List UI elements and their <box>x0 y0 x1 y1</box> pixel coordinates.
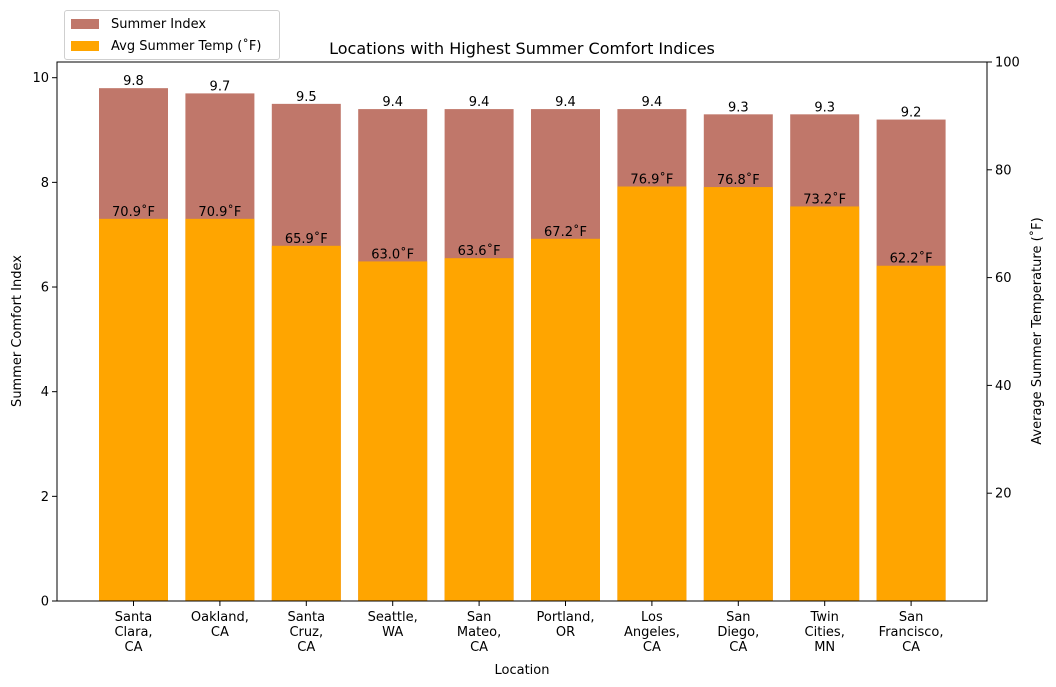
right-axis-ticks: 20 40 60 80 100 <box>987 56 1020 502</box>
x-axis-ticks: Santa Clara, CA Oakland, CA Santa Cruz, CA Seatt… <box>114 601 944 655</box>
data-label-avg-summer-temp-3: 63.0˚F <box>371 246 414 262</box>
data-label-avg-summer-temp-8: 73.2˚F <box>803 191 846 207</box>
x-tick-label-9: San Francisco, CA <box>879 610 944 655</box>
data-label-avg-summer-temp-5: 67.2˚F <box>544 224 587 240</box>
bar-avg-summer-temp-9 <box>876 265 946 601</box>
left-tick-label-0: 0 <box>41 595 49 610</box>
index-data-labels: 9.8 9.7 9.5 9.4 9.4 9.4 9.4 9.3 9.3 9.2 <box>123 74 921 120</box>
data-label-avg-summer-temp-6: 76.9˚F <box>630 172 673 188</box>
temperature-data-labels: 70.9˚F 70.9˚F 65.9˚F 63.0˚F 63.6˚F 67.2˚F 76.9… <box>112 172 933 267</box>
right-axis-label: Average Summer Temperature (˚F) <box>1029 217 1045 444</box>
x-axis-label: Location <box>495 663 550 678</box>
bar-avg-summer-temp-0 <box>99 218 168 601</box>
legend-item-avg-summer-temp: Avg Summer Temp (˚F) <box>71 38 261 54</box>
left-axis-label: Summer Comfort Index <box>10 255 25 407</box>
bar-avg-summer-temp-2 <box>271 245 341 601</box>
data-label-avg-summer-temp-2: 65.9˚F <box>285 231 328 247</box>
data-label-avg-summer-temp-4: 63.6˚F <box>458 243 501 259</box>
x-tick-label-6: Los Angeles, CA <box>624 610 680 655</box>
legend: Summer Index Avg Summer Temp (˚F) <box>64 10 280 60</box>
data-label-summer-index-7: 9.3 <box>728 100 749 115</box>
left-axis-ticks: 0 2 4 6 8 10 <box>32 71 57 610</box>
data-label-summer-index-5: 9.4 <box>555 95 576 110</box>
bar-avg-summer-temp-7 <box>703 187 773 601</box>
legend-swatch-summer-index <box>71 19 99 29</box>
left-tick-label-4: 8 <box>41 176 49 191</box>
left-tick-label-5: 10 <box>32 71 49 86</box>
data-label-summer-index-9: 9.2 <box>901 106 922 121</box>
data-label-summer-index-0: 9.8 <box>123 74 144 89</box>
data-label-summer-index-6: 9.4 <box>642 95 663 110</box>
x-tick-label-2: Santa Cruz, CA <box>288 610 326 655</box>
left-tick-label-2: 4 <box>41 385 49 400</box>
right-tick-label-4: 100 <box>995 56 1020 71</box>
x-tick-label-8: Twin Cities, MN <box>805 610 845 655</box>
temperature-bars <box>99 186 946 602</box>
legend-label-avg-summer-temp: Avg Summer Temp (˚F) <box>111 38 262 54</box>
data-label-avg-summer-temp-0: 70.9˚F <box>112 204 155 220</box>
x-tick-label-7: San Diego, CA <box>717 610 759 655</box>
data-label-summer-index-4: 9.4 <box>469 95 490 110</box>
bar-avg-summer-temp-4 <box>444 258 514 601</box>
data-label-summer-index-1: 9.7 <box>210 79 231 94</box>
x-tick-label-0: Santa Clara, CA <box>114 610 152 655</box>
right-tick-label-0: 20 <box>995 487 1012 502</box>
chart-title: Locations with Highest Summer Comfort In… <box>329 39 715 58</box>
x-tick-label-1: Oakland, CA <box>191 610 249 640</box>
data-label-summer-index-2: 9.5 <box>296 90 317 105</box>
right-tick-label-1: 40 <box>995 379 1012 394</box>
bar-avg-summer-temp-1 <box>185 218 255 601</box>
left-tick-label-1: 2 <box>41 490 49 505</box>
data-label-summer-index-3: 9.4 <box>382 95 403 110</box>
right-tick-label-3: 80 <box>995 163 1012 178</box>
bar-avg-summer-temp-8 <box>790 206 860 601</box>
legend-swatch-avg-summer-temp <box>71 41 99 51</box>
plot-frame <box>56 61 988 602</box>
x-tick-label-5: Portland, OR <box>537 610 595 640</box>
left-tick-label-3: 6 <box>41 281 49 296</box>
legend-label-summer-index: Summer Index <box>111 16 207 32</box>
data-label-avg-summer-temp-1: 70.9˚F <box>198 204 241 220</box>
bar-avg-summer-temp-3 <box>358 261 428 601</box>
data-label-summer-index-8: 9.3 <box>814 100 835 115</box>
data-label-avg-summer-temp-9: 62.2˚F <box>890 251 933 267</box>
x-tick-label-4: San Mateo, CA <box>457 610 501 655</box>
data-label-avg-summer-temp-7: 76.8˚F <box>717 172 760 188</box>
bar-avg-summer-temp-5 <box>531 238 600 602</box>
bar-avg-summer-temp-6 <box>617 186 687 601</box>
x-tick-label-3: Seattle, WA <box>368 610 418 640</box>
right-tick-label-2: 60 <box>995 271 1012 286</box>
legend-item-summer-index: Summer Index <box>71 16 206 32</box>
